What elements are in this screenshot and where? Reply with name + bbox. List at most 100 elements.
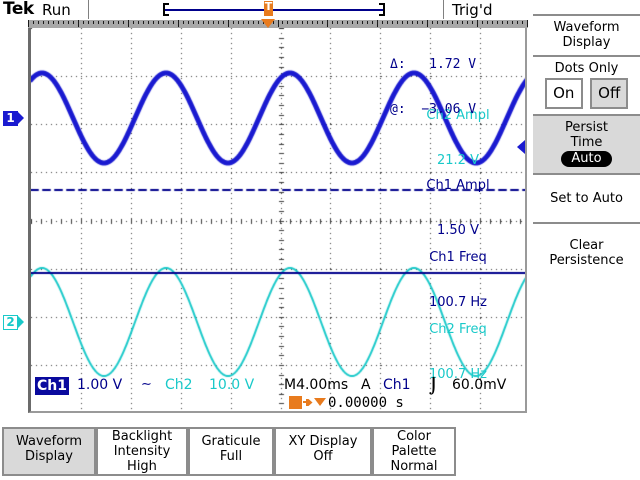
ruler-tick <box>133 21 134 24</box>
ruler-tick <box>143 21 144 24</box>
ruler-tick <box>158 21 159 24</box>
top-status-bar: Tek Run Trig'd T <box>0 0 640 20</box>
bottom-menu-graticule[interactable]: Graticule Full <box>188 427 274 476</box>
ruler-tick <box>427 20 428 27</box>
ruler-tick <box>507 21 508 24</box>
ch1-marker[interactable]: 1 <box>2 110 24 127</box>
ruler-tick <box>138 21 139 24</box>
ruler-tick <box>188 21 189 24</box>
ruler-tick <box>118 21 119 24</box>
ruler-tick <box>48 21 49 24</box>
bottom-menu-backlight-intensity[interactable]: Backlight Intensity High <box>96 427 188 476</box>
ruler-tick <box>33 21 34 24</box>
ch1-level-right-marker[interactable] <box>517 140 525 154</box>
ruler-tick <box>317 21 318 24</box>
ch2-scale-label[interactable]: 10.0 V <box>209 377 255 393</box>
ruler-tick <box>238 21 239 24</box>
bottom-menu-xy-display[interactable]: XY Display Off <box>274 427 372 476</box>
bottom-menu-color-palette[interactable]: Color Palette Normal <box>372 427 456 476</box>
ruler-tick <box>178 20 179 27</box>
ruler-tick <box>292 21 293 24</box>
ruler-tick <box>113 21 114 24</box>
ruler-tick <box>63 21 64 24</box>
ruler-tick <box>467 21 468 24</box>
divider <box>88 0 89 19</box>
ruler-tick <box>213 21 214 24</box>
ruler-tick <box>208 21 209 24</box>
ruler-tick <box>522 21 523 24</box>
side-menu-set-to-auto[interactable]: Set to Auto <box>533 173 640 222</box>
timebase-ruler <box>28 20 528 28</box>
ruler-tick <box>392 21 393 24</box>
trigger-source-label[interactable]: Ch1 <box>383 377 411 393</box>
ruler-tick <box>168 21 169 24</box>
ruler-tick <box>337 21 338 24</box>
ch1-selected-chip[interactable]: Ch1 <box>35 377 69 395</box>
ruler-tick <box>502 21 503 24</box>
record-length-bar[interactable] <box>163 3 385 16</box>
ruler-tick <box>228 20 229 27</box>
ruler-tick <box>253 21 254 24</box>
ruler-tick <box>382 21 383 24</box>
ruler-tick <box>367 21 368 24</box>
ruler-tick <box>362 21 363 24</box>
ruler-tick <box>193 21 194 24</box>
tek-logo: Tek <box>3 0 34 19</box>
dots-only-on-button[interactable]: On <box>544 78 583 109</box>
ruler-tick <box>198 21 199 24</box>
side-menu-clear-persistence[interactable]: Clear Persistence <box>533 222 640 282</box>
ruler-tick <box>447 21 448 24</box>
divider <box>443 0 444 19</box>
ruler-tick <box>372 21 373 24</box>
side-menu: Waveform Display Dots Only On Off Persis… <box>533 14 640 282</box>
measurement-ch1-freq: Ch1 Freq 100.7 Hz <box>429 250 487 310</box>
trigger-level-label[interactable]: 60.0mV <box>452 377 507 393</box>
ruler-tick <box>477 20 478 27</box>
ch2-marker[interactable]: 2 <box>2 314 24 331</box>
side-menu-persist-time[interactable]: Persist Time Auto <box>533 114 640 173</box>
arrow-right-icon <box>303 399 313 406</box>
trigger-position-marker-icon[interactable]: T <box>262 0 275 20</box>
ruler-tick <box>233 21 234 24</box>
ruler-tick <box>302 21 303 24</box>
ruler-tick <box>297 21 298 24</box>
ruler-tick <box>332 21 333 24</box>
ruler-tick <box>153 21 154 24</box>
trigger-pointer-icon <box>261 19 275 29</box>
ruler-tick <box>83 21 84 24</box>
timebase-label[interactable]: M4.00ms <box>284 377 349 393</box>
ruler-tick <box>472 21 473 24</box>
ch2-label[interactable]: Ch2 <box>165 377 193 393</box>
measurement-ch1-ampl: Ch1 Ampl 1.50 V <box>426 178 490 238</box>
ruler-tick <box>397 21 398 24</box>
side-menu-title: Waveform Display <box>533 14 640 55</box>
bottom-menu-waveform-display[interactable]: Waveform Display <box>2 427 96 476</box>
ac-coupling-icon: ∼ <box>141 377 152 392</box>
persist-time-value-pill: Auto <box>561 151 612 167</box>
ruler-tick <box>43 21 44 24</box>
ruler-tick <box>422 21 423 24</box>
graticule-area[interactable]: Ch2 Ampl 21.2 V Ch1 Ampl 1.50 V Ch1 Freq… <box>28 28 527 413</box>
ruler-tick <box>258 21 259 24</box>
ruler-tick <box>163 21 164 24</box>
ruler-tick <box>512 21 513 24</box>
ruler-tick <box>203 21 204 24</box>
ruler-tick <box>357 21 358 24</box>
triangle-down-icon <box>314 398 326 406</box>
trigger-position-bar: T 0.00000 s <box>31 395 525 411</box>
marker-body <box>264 1 273 16</box>
ruler-tick <box>278 20 279 27</box>
ruler-tick <box>312 21 313 24</box>
ruler-tick <box>437 21 438 24</box>
ruler-tick <box>53 21 54 24</box>
dots-only-off-button[interactable]: Off <box>590 78 629 109</box>
waveform-canvas <box>31 28 525 411</box>
measurement-ch2-ampl: Ch2 Ampl 21.2 V <box>426 108 490 168</box>
bracket-tick <box>163 3 169 5</box>
ch1-scale-label[interactable]: 1.00 V <box>77 377 123 393</box>
channel-settings-bar: Ch1 1.00 V ∼ Ch2 10.0 V M4.00ms A Ch1 ⌡ … <box>31 377 525 395</box>
record-end-bracket <box>383 3 385 16</box>
ruler-tick <box>123 21 124 24</box>
trigger-state-label: Trig'd <box>452 1 493 19</box>
ruler-tick <box>497 21 498 24</box>
